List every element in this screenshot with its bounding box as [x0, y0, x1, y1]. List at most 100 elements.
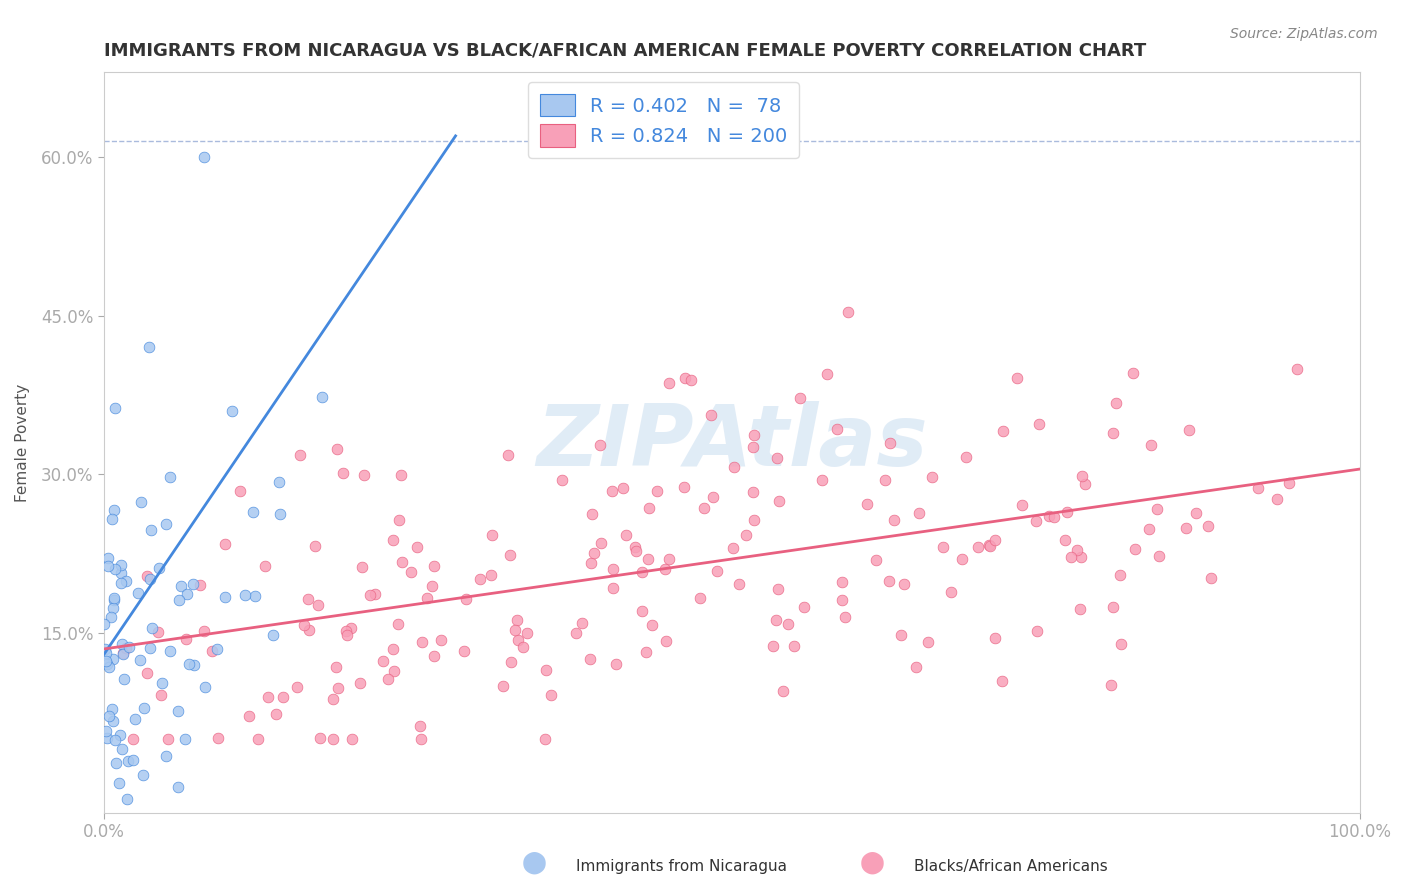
- Point: [889, 628, 911, 642]
- Point: [193, 150, 215, 164]
- Point: [159, 644, 181, 658]
- Point: [177, 657, 200, 672]
- Point: [721, 541, 744, 555]
- Point: [141, 622, 163, 636]
- Point: [371, 654, 394, 668]
- Point: [423, 648, 446, 663]
- Point: [1123, 541, 1146, 556]
- Point: [136, 569, 159, 583]
- Point: [115, 574, 138, 589]
- Point: [1277, 475, 1299, 490]
- Point: [551, 473, 574, 487]
- Point: [111, 637, 134, 651]
- Point: [955, 450, 977, 464]
- Point: [242, 505, 264, 519]
- Point: [115, 792, 138, 806]
- Point: [115, 640, 138, 655]
- Point: [139, 640, 162, 655]
- Point: [100, 512, 122, 526]
- Point: [932, 540, 955, 554]
- Point: [262, 628, 284, 642]
- Point: [1070, 469, 1092, 483]
- Point: [658, 552, 681, 566]
- Point: [104, 733, 127, 747]
- Point: [423, 559, 446, 574]
- Y-axis label: Female Poverty: Female Poverty: [15, 384, 30, 502]
- Point: [298, 623, 321, 637]
- Point: [97, 551, 120, 566]
- Point: [1074, 477, 1097, 491]
- Point: [132, 701, 155, 715]
- Point: [245, 589, 267, 603]
- Point: [121, 838, 143, 852]
- Point: [139, 573, 162, 587]
- Point: [1265, 491, 1288, 506]
- Point: [174, 632, 197, 647]
- Point: [322, 731, 344, 746]
- Point: [655, 634, 678, 648]
- Point: [1011, 498, 1033, 512]
- Point: [322, 691, 344, 706]
- Point: [536, 664, 558, 678]
- Point: [118, 640, 141, 654]
- Point: [111, 648, 134, 662]
- Point: [155, 748, 177, 763]
- Point: [506, 632, 529, 647]
- Point: [810, 474, 832, 488]
- Point: [340, 731, 363, 746]
- Point: [501, 655, 523, 669]
- Point: [205, 642, 228, 657]
- Point: [1070, 549, 1092, 564]
- Point: [1201, 571, 1223, 585]
- Point: [110, 566, 132, 580]
- Point: [214, 537, 236, 551]
- Point: [139, 838, 162, 852]
- Point: [589, 536, 612, 550]
- Point: [350, 560, 373, 574]
- Point: [1109, 568, 1132, 582]
- Point: [416, 591, 439, 606]
- Point: [479, 568, 502, 582]
- Point: [339, 621, 361, 635]
- Point: [582, 546, 605, 560]
- Point: [93, 617, 115, 632]
- Point: [131, 495, 153, 509]
- Point: [353, 467, 375, 482]
- Point: [689, 591, 711, 605]
- Point: [409, 719, 432, 733]
- Point: [637, 552, 659, 566]
- Point: [1043, 510, 1066, 524]
- Point: [831, 574, 853, 589]
- Point: [100, 702, 122, 716]
- Point: [430, 633, 453, 648]
- Point: [325, 660, 347, 674]
- Point: [377, 673, 399, 687]
- Point: [1175, 521, 1198, 535]
- Point: [679, 373, 702, 387]
- Point: [193, 624, 215, 639]
- Point: [170, 579, 193, 593]
- Point: [200, 644, 222, 658]
- Point: [124, 712, 146, 726]
- Point: [904, 660, 927, 674]
- Point: [101, 652, 124, 666]
- Point: [194, 681, 217, 695]
- Point: [97, 558, 120, 573]
- Point: [359, 588, 381, 602]
- Point: [614, 527, 637, 541]
- Point: [174, 731, 197, 746]
- Point: [108, 728, 131, 742]
- Point: [1066, 543, 1088, 558]
- Point: [96, 654, 118, 668]
- Point: [100, 609, 122, 624]
- Point: [103, 593, 125, 607]
- Point: [309, 731, 332, 745]
- Point: [837, 305, 859, 319]
- Point: [1197, 519, 1219, 533]
- Point: [817, 367, 839, 381]
- Point: [97, 660, 120, 674]
- Point: [991, 424, 1014, 438]
- Point: [269, 507, 291, 521]
- Point: [706, 565, 728, 579]
- Point: [159, 470, 181, 484]
